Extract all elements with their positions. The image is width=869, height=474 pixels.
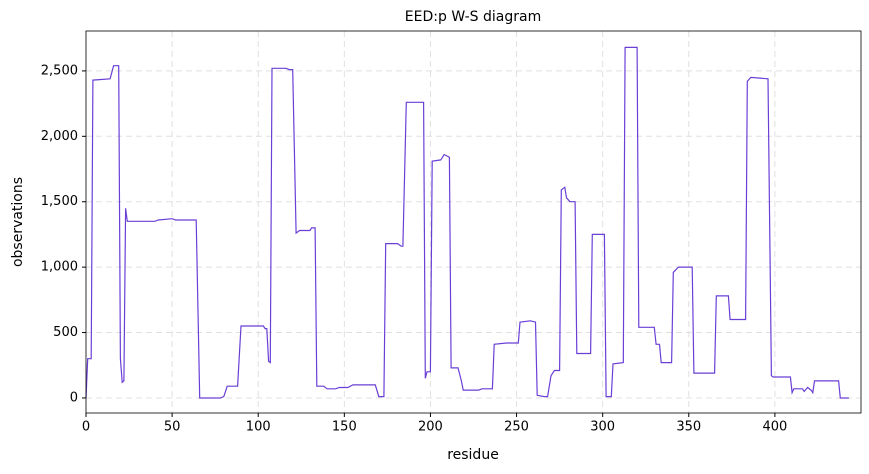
x-axis-label: residue <box>447 447 499 463</box>
x-tick-label: 300 <box>590 420 615 435</box>
x-tick-label: 350 <box>676 420 701 435</box>
x-tick-label: 200 <box>418 420 443 435</box>
x-tick-label: 250 <box>504 420 529 435</box>
x-tick-label: 100 <box>246 420 271 435</box>
chart-title: EED:p W-S diagram <box>405 9 541 25</box>
y-tick-label: 500 <box>53 325 78 340</box>
x-tick-label: 400 <box>762 420 787 435</box>
x-tick-label: 0 <box>82 420 90 435</box>
data-line <box>85 46 849 399</box>
plot-frame <box>85 30 862 414</box>
x-tick-label: 150 <box>332 420 357 435</box>
y-tick-label: 1,500 <box>41 194 78 209</box>
y-axis-label: observations <box>10 177 26 267</box>
y-tick-label: 0 <box>70 390 78 405</box>
y-tick-label: 2,000 <box>41 129 78 144</box>
x-tick-label: 50 <box>164 420 181 435</box>
y-tick-label: 2,500 <box>41 63 78 78</box>
y-tick-label: 1,000 <box>41 260 78 275</box>
